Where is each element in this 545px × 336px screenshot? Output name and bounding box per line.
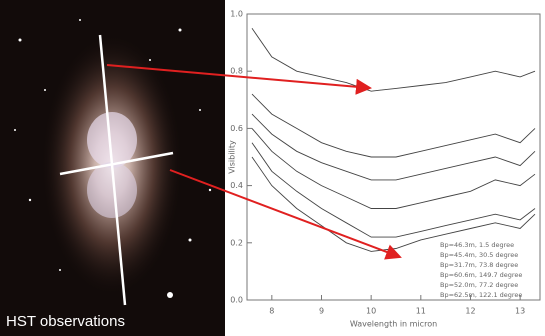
x-tick-label: 11 xyxy=(416,307,426,316)
series-line xyxy=(251,142,536,238)
x-axis-label: Wavelength in micron xyxy=(350,320,437,329)
legend-entry: Bp=62.5m, 122.1 degree xyxy=(440,291,522,299)
x-tick-label: 8 xyxy=(269,307,274,316)
hst-image: HST observations xyxy=(0,0,225,336)
x-tick-label: 12 xyxy=(465,307,475,316)
chart: 0.0 0.2 0.4 0.6 0.8 1.0 8 9 10 11 12 13 Wavelength i… xyxy=(228,10,541,329)
series-line xyxy=(251,128,536,209)
x-tick-label: 13 xyxy=(515,307,525,316)
arrow xyxy=(169,169,402,260)
y-tick-label: 0.4 xyxy=(230,181,243,190)
image-caption: HST observations xyxy=(6,313,125,330)
legend-entry: Bp=60.6m, 149.7 degree xyxy=(440,271,522,279)
x-tick-label: 9 xyxy=(319,307,324,316)
x-tick-label: 10 xyxy=(366,307,376,316)
legend-entry: Bp=45.4m, 30.5 degree xyxy=(440,251,518,259)
legend-entry: Bp=46.3m, 1.5 degree xyxy=(440,241,514,249)
arrow xyxy=(106,64,372,95)
legend-entry: Bp=31.7m, 73.8 degree xyxy=(440,261,518,269)
series-line xyxy=(251,113,536,181)
series-line xyxy=(251,93,536,158)
y-tick-label: 0.2 xyxy=(230,238,243,247)
y-tick-label: 0.0 xyxy=(230,296,243,305)
series-line xyxy=(251,28,536,92)
y-tick-label: 0.6 xyxy=(230,124,243,133)
y-tick-label: 0.8 xyxy=(230,67,243,76)
y-tick-label: 1.0 xyxy=(230,10,243,19)
y-axis-label: Visibility xyxy=(228,140,237,174)
legend-entry: Bp=52.0m, 77.2 degree xyxy=(440,281,518,289)
